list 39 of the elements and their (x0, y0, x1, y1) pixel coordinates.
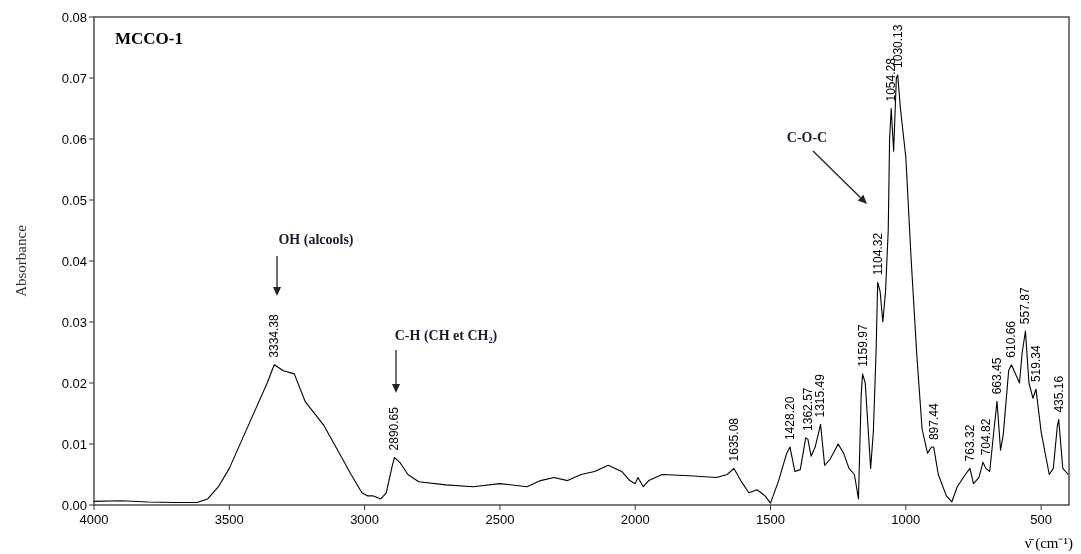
annotation: 2890.65 (387, 406, 402, 451)
x-tick-label: 2500 (485, 512, 515, 527)
annotation: 1159.97 (855, 324, 870, 367)
y-tick-label: 0.03 (61, 314, 87, 330)
annotation: 1428.20 (782, 396, 797, 441)
annotation: 704.82 (978, 418, 993, 456)
annotation: C-O-C (786, 130, 828, 145)
y-tick-label: 0.00 (61, 497, 87, 513)
annotation: 557.87 (1018, 287, 1033, 325)
annotation: 897.44 (926, 403, 941, 441)
y-tick-label: 0.01 (61, 436, 87, 452)
y-tick-label: 0.04 (61, 253, 87, 269)
y-tick-label: 0.06 (61, 131, 87, 147)
annotation: 763.32 (962, 424, 977, 462)
x-tick-label: 1500 (756, 512, 785, 527)
x-tick-label: 1000 (891, 512, 921, 527)
y-tick-label: 0.05 (61, 192, 87, 208)
annotation: 519.34 (1028, 345, 1043, 383)
annotation: 1362.57 (800, 387, 815, 431)
x-tick-label: 4000 (79, 512, 109, 527)
y-axis-title: Absorbance (13, 224, 29, 297)
x-tick-label: 500 (1030, 512, 1052, 527)
x-tick-label: 3000 (350, 512, 380, 527)
y-tick-label: 0.07 (61, 70, 87, 86)
annotation: 435.16 (1051, 375, 1066, 413)
x-tick-label: 3500 (214, 512, 244, 527)
annotation: 1315.49 (813, 373, 828, 418)
annotation: C-H (CH et CH₂) (394, 328, 498, 344)
annotation: 663.45 (989, 357, 1004, 395)
x-tick-label: 2000 (620, 512, 650, 527)
annotation: 3334.38 (267, 314, 282, 358)
y-tick-label: 0.02 (61, 375, 87, 391)
annotation: OH (alcools) (278, 232, 354, 248)
text: MCCO-1 (115, 29, 183, 48)
annotation: 1635.08 (726, 417, 741, 462)
x-axis-title: ν̄ (cm⁻¹) (1024, 535, 1073, 552)
annotation: 610.66 (1004, 320, 1019, 358)
y-tick-label: 0.08 (61, 9, 87, 25)
annotation: 1104.32 (870, 232, 885, 276)
